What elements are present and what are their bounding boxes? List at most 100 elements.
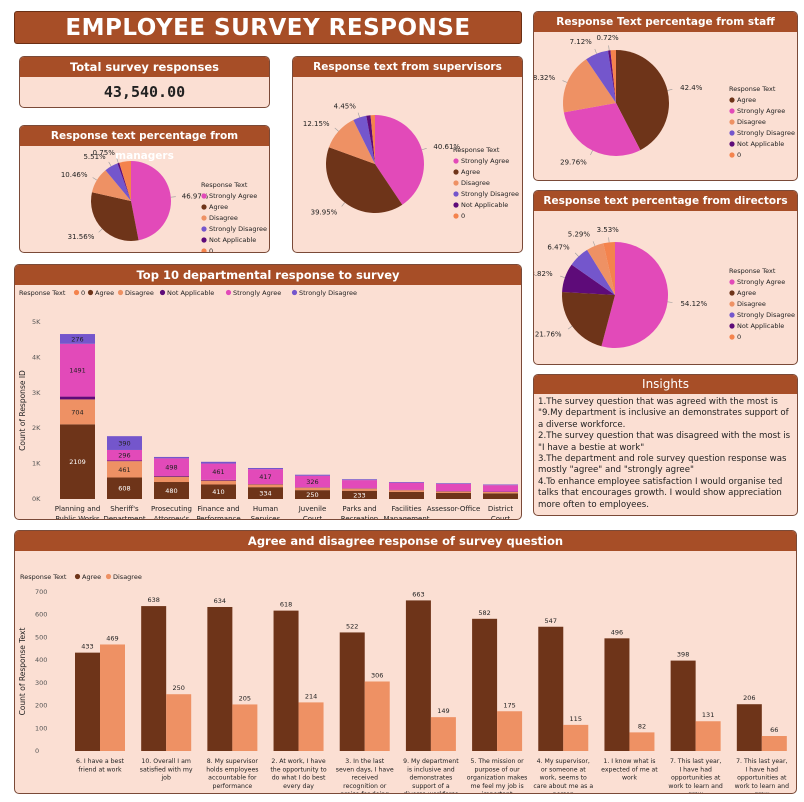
x-tick-label: Parks and [342, 505, 376, 513]
insights-body: 1.The survey question that was agreed wi… [534, 394, 797, 514]
pie-slice-disagree [563, 59, 616, 113]
bar-data-label: 206 [743, 694, 755, 702]
pie-data-label: 3.53% [597, 226, 620, 234]
bar-disagree [430, 717, 456, 751]
bar-data-label: 250 [172, 684, 184, 692]
bar-data-label: 547 [545, 617, 557, 625]
pie-legend-label: Disagree [737, 300, 766, 308]
bar-segment-strongly-disagree [201, 461, 236, 464]
pie-legend-marker [201, 215, 207, 221]
pie-legend-marker [453, 169, 459, 175]
y-tick-label: 600 [35, 611, 47, 619]
bar-agree [273, 610, 299, 751]
pie-slice-not-applicable [608, 50, 616, 103]
bar-segment-strongly-disagree [107, 436, 142, 450]
bar-data-label: 2109 [69, 458, 86, 466]
bar-data-label: 638 [147, 596, 159, 604]
pie-data-label: 4.45% [334, 103, 357, 111]
bar-segment-not-applicable [154, 475, 189, 477]
x-tick-label: Court [303, 515, 322, 520]
x-tick-label: is inclusive and [407, 766, 455, 773]
insight-line: 2.The survey question that was disagreed… [538, 431, 791, 453]
x-tick-label: Performance [196, 515, 240, 520]
pie-slice-agree [326, 147, 403, 213]
pie-leader-line [92, 177, 98, 181]
pie-legend-label: Not Applicable [461, 201, 508, 209]
x-tick-label: Department [103, 515, 146, 520]
pie-data-label: 39.95% [311, 208, 338, 216]
bar-segment-agree [248, 487, 283, 499]
pie-data-label: 54.12% [680, 300, 707, 308]
bar-data-label: 326 [306, 478, 318, 486]
bar-segment-strongly-agree [389, 482, 424, 490]
chart-legend-marker [291, 289, 298, 296]
bar-data-label: 663 [412, 590, 424, 598]
bar-segment-disagree [201, 480, 236, 485]
pie-legend-marker [201, 237, 207, 243]
bar-segment-agree [295, 490, 330, 499]
x-tick-label: every day [283, 783, 314, 790]
pie-slice-disagree [91, 170, 131, 201]
bar-data-label: 522 [346, 622, 358, 630]
x-tick-label: 10. Overall I am [141, 758, 191, 765]
chart-legend-label: 0 [81, 289, 85, 297]
pie-legend-title: Response Text [201, 181, 248, 189]
title-banner: EMPLOYEE SURVEY RESPONSE [14, 11, 522, 44]
y-axis-title: Count of Response ID [18, 370, 27, 451]
y-tick-label: 700 [35, 588, 47, 596]
y-tick-label: 4K [32, 353, 41, 361]
insights-header: Insights [534, 375, 797, 394]
bar-segment-agree [154, 482, 189, 499]
bar-disagree [497, 711, 523, 751]
pie-legend-label: Agree [461, 168, 480, 176]
bar-segment-disagree [483, 491, 518, 494]
pie-data-label: 42.4% [680, 84, 703, 92]
bar-data-label: 461 [212, 468, 224, 476]
chart-legend-label: Not Applicable [167, 289, 214, 297]
x-tick-label: Assessor-Office [427, 505, 481, 513]
pie-legend-label: Not Applicable [737, 140, 784, 148]
pie-legend-label: Disagree [737, 118, 766, 126]
bar-disagree [563, 724, 589, 751]
pie-leader-line [667, 88, 673, 91]
pie-slice-disagree [587, 243, 615, 295]
pie-legend-label: 0 [737, 333, 741, 341]
pie-slice-strongly-disagree [586, 50, 616, 103]
x-tick-label: Facilities [392, 505, 422, 513]
pie-legend-label: Strongly Disagree [461, 190, 519, 198]
pie-legend-marker [729, 279, 735, 285]
bar-segment-strongly-disagree [389, 482, 424, 483]
bar-segment-strongly-agree [248, 469, 283, 484]
pie-leader-line [594, 48, 597, 54]
pie-slice-strongly-disagree [353, 115, 375, 164]
department-chart-card: Top 10 departmental response to survey R… [14, 264, 522, 520]
pie-data-label: 40.61% [433, 143, 460, 151]
pie-legend-marker [729, 141, 735, 147]
x-tick-label: 6. I have a best [76, 758, 125, 765]
y-tick-label: 100 [35, 724, 47, 732]
bar-data-label: 82 [638, 722, 646, 730]
pie-slice-not-applicable [366, 115, 375, 164]
pie-leader-line [116, 158, 119, 164]
x-tick-label: support of a [412, 783, 450, 790]
pie-legend-marker [201, 204, 207, 210]
x-tick-label: person [553, 791, 574, 794]
x-tick-label: Attorney's [154, 515, 190, 520]
pie-slice-disagree [328, 120, 375, 164]
pie-legend-label: Strongly Disagree [209, 225, 267, 233]
x-tick-label: demonstrates [409, 775, 452, 782]
pie-data-label: 5.29% [568, 230, 591, 238]
bar-data-label: 175 [503, 701, 515, 709]
pie-legend-marker [729, 334, 735, 340]
total-responses-value: 43,540.00 [103, 83, 186, 101]
bar-segment-strongly-disagree [295, 474, 330, 476]
pie-legend-label: Strongly Agree [737, 107, 785, 115]
x-tick-label: work [622, 775, 637, 782]
pie-legend-label: Strongly Agree [461, 157, 509, 165]
pie-legend-marker [453, 213, 459, 219]
bar-segment-disagree [436, 491, 471, 493]
bar-data-label: 1491 [69, 367, 86, 375]
department-chart-header: Top 10 departmental response to survey [15, 265, 521, 285]
pie-header: Response text from supervisors [293, 57, 522, 77]
pie-slice-zero [610, 50, 616, 103]
